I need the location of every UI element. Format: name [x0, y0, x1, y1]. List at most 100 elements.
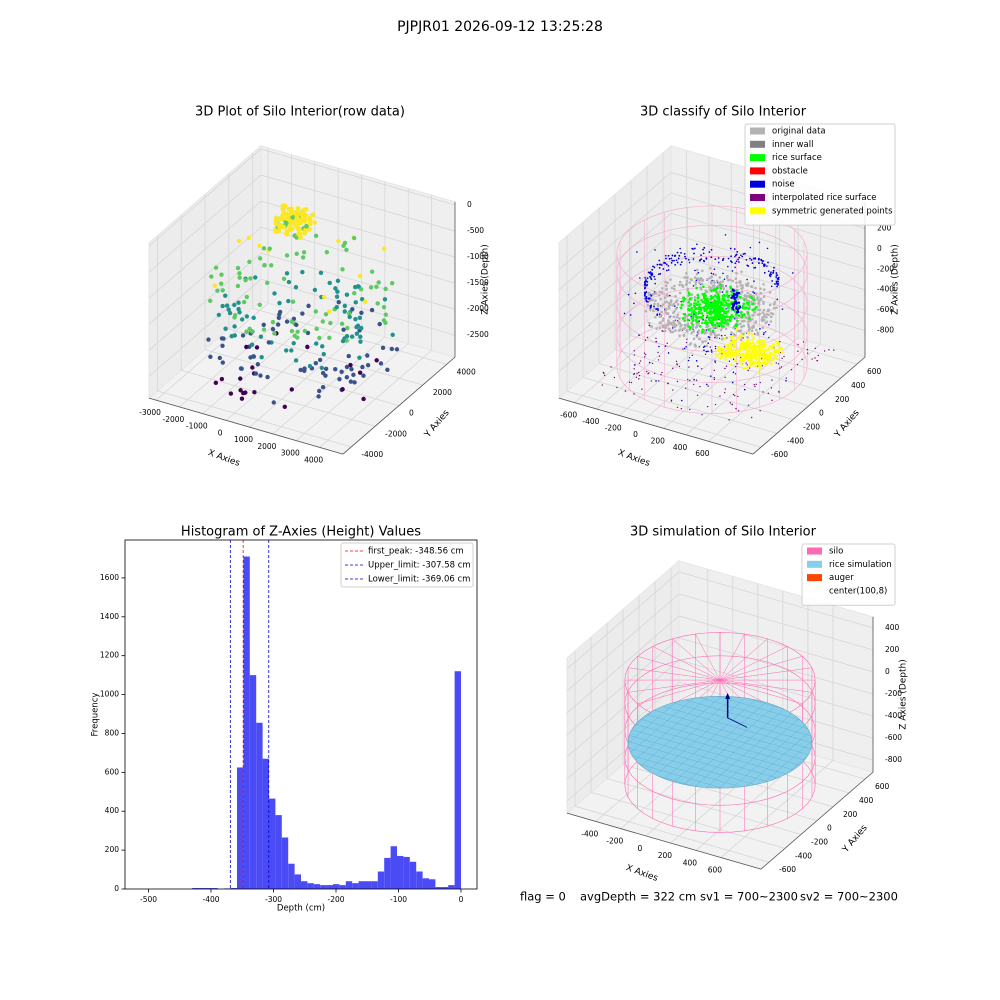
point-decoration — [694, 344, 698, 348]
point-decoration — [699, 258, 702, 261]
point-decoration — [603, 374, 606, 377]
point-decoration — [703, 321, 707, 325]
point-decoration — [780, 350, 784, 354]
point-decoration — [771, 346, 774, 350]
point-decoration — [307, 363, 313, 369]
point-decoration — [792, 272, 794, 274]
point-decoration — [732, 371, 735, 374]
point-decoration — [272, 331, 277, 336]
point-decoration — [671, 327, 674, 329]
point-decoration — [716, 354, 719, 357]
point-decoration — [735, 296, 738, 299]
point-decoration — [652, 292, 656, 295]
x-tick-label: 400 — [683, 858, 698, 867]
point-decoration — [383, 320, 388, 326]
point-decoration — [244, 329, 249, 334]
point-decoration — [734, 313, 738, 316]
point-decoration — [696, 293, 700, 297]
point-decoration — [690, 278, 693, 282]
y-tick-label: 200 — [843, 810, 858, 819]
point-decoration — [335, 289, 340, 294]
point-decoration — [213, 265, 219, 270]
point-decoration — [753, 307, 757, 311]
point-decoration — [710, 256, 713, 259]
point-decoration — [745, 348, 748, 352]
point-decoration — [733, 309, 737, 313]
y-tick-label: 400 — [105, 806, 120, 815]
point-decoration — [772, 302, 776, 306]
point-decoration — [323, 366, 329, 372]
point-decoration — [277, 224, 282, 230]
point-decoration — [712, 308, 716, 312]
point-decoration — [686, 338, 688, 340]
point-decoration — [736, 336, 740, 340]
point-decoration — [665, 269, 668, 272]
point-decoration — [362, 299, 368, 304]
z-tick-label: 400 — [885, 623, 900, 632]
point-decoration — [649, 277, 652, 279]
point-decoration — [691, 310, 694, 314]
bar — [390, 846, 397, 889]
point-decoration — [658, 380, 660, 382]
point-decoration — [711, 351, 713, 353]
point-decoration — [257, 302, 263, 308]
bar — [269, 798, 276, 889]
point-decoration — [777, 363, 780, 365]
point-decoration — [243, 277, 248, 283]
point-decoration — [654, 315, 657, 319]
point-decoration — [349, 334, 355, 339]
point-decoration — [762, 308, 766, 312]
point-decoration — [703, 349, 705, 351]
point-decoration — [721, 351, 725, 354]
point-decoration — [280, 206, 286, 212]
point-decoration — [733, 302, 736, 305]
point-decoration — [307, 221, 313, 227]
point-decoration — [289, 348, 294, 353]
point-decoration — [739, 338, 743, 342]
y-tick-label: -2000 — [385, 429, 407, 438]
point-decoration — [641, 388, 643, 390]
point-decoration — [351, 372, 356, 378]
point-decoration — [281, 276, 287, 282]
point-decoration — [713, 281, 716, 285]
point-decoration — [661, 330, 663, 332]
point-decoration — [375, 301, 380, 306]
y-tick-label: -4000 — [361, 450, 383, 459]
point-decoration — [759, 381, 762, 384]
point-decoration — [674, 319, 677, 321]
point-decoration — [686, 322, 690, 326]
point-decoration — [701, 330, 704, 334]
point-decoration — [731, 270, 734, 272]
status-text: avgDepth = 322 cm — [580, 890, 696, 904]
grid-line — [566, 593, 680, 692]
point-decoration — [776, 285, 778, 288]
point-decoration — [758, 357, 761, 360]
point-decoration — [292, 233, 298, 239]
point-decoration — [273, 218, 279, 224]
point-decoration — [726, 278, 730, 282]
point-decoration — [327, 335, 332, 341]
point-decoration — [306, 216, 312, 222]
point-decoration — [649, 275, 651, 278]
grid-line — [260, 148, 456, 206]
point-decoration — [746, 323, 750, 326]
point-decoration — [742, 253, 745, 255]
status-text: sv2 = 700~2300 — [800, 890, 898, 904]
point-decoration — [725, 365, 728, 367]
point-decoration — [741, 255, 744, 258]
point-decoration — [709, 346, 712, 348]
y-axis-label: Frequency — [91, 693, 101, 737]
point-decoration — [693, 296, 697, 299]
point-decoration — [741, 342, 745, 345]
point-decoration — [732, 315, 735, 319]
point-decoration — [682, 299, 685, 303]
point-decoration — [754, 333, 756, 335]
grid-line — [678, 659, 874, 717]
point-decoration — [754, 385, 756, 388]
point-decoration — [725, 351, 728, 354]
y-tick-label: 1600 — [100, 573, 119, 582]
point-decoration — [758, 257, 760, 260]
point-decoration — [775, 362, 777, 364]
point-decoration — [728, 335, 732, 339]
point-decoration — [695, 272, 699, 276]
